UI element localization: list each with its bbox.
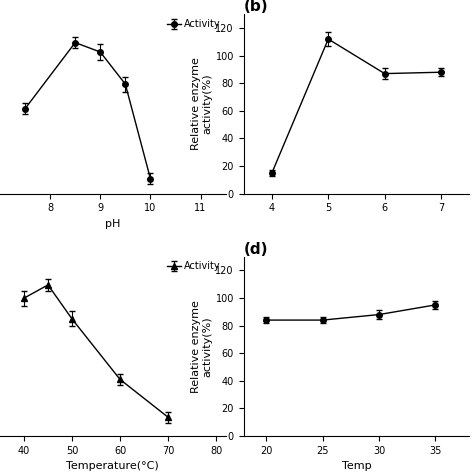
X-axis label: Temp: Temp [342, 461, 371, 471]
Y-axis label: Relative enzyme
activity(%): Relative enzyme activity(%) [191, 300, 213, 393]
Legend: Activity: Activity [167, 19, 221, 29]
Legend: Activity: Activity [167, 262, 221, 272]
X-axis label: pH: pH [105, 219, 120, 229]
Text: (d): (d) [244, 242, 268, 256]
Y-axis label: Relative enzyme
activity(%): Relative enzyme activity(%) [191, 57, 213, 150]
Text: (b): (b) [244, 0, 268, 14]
X-axis label: Temperature(°C): Temperature(°C) [66, 461, 159, 471]
